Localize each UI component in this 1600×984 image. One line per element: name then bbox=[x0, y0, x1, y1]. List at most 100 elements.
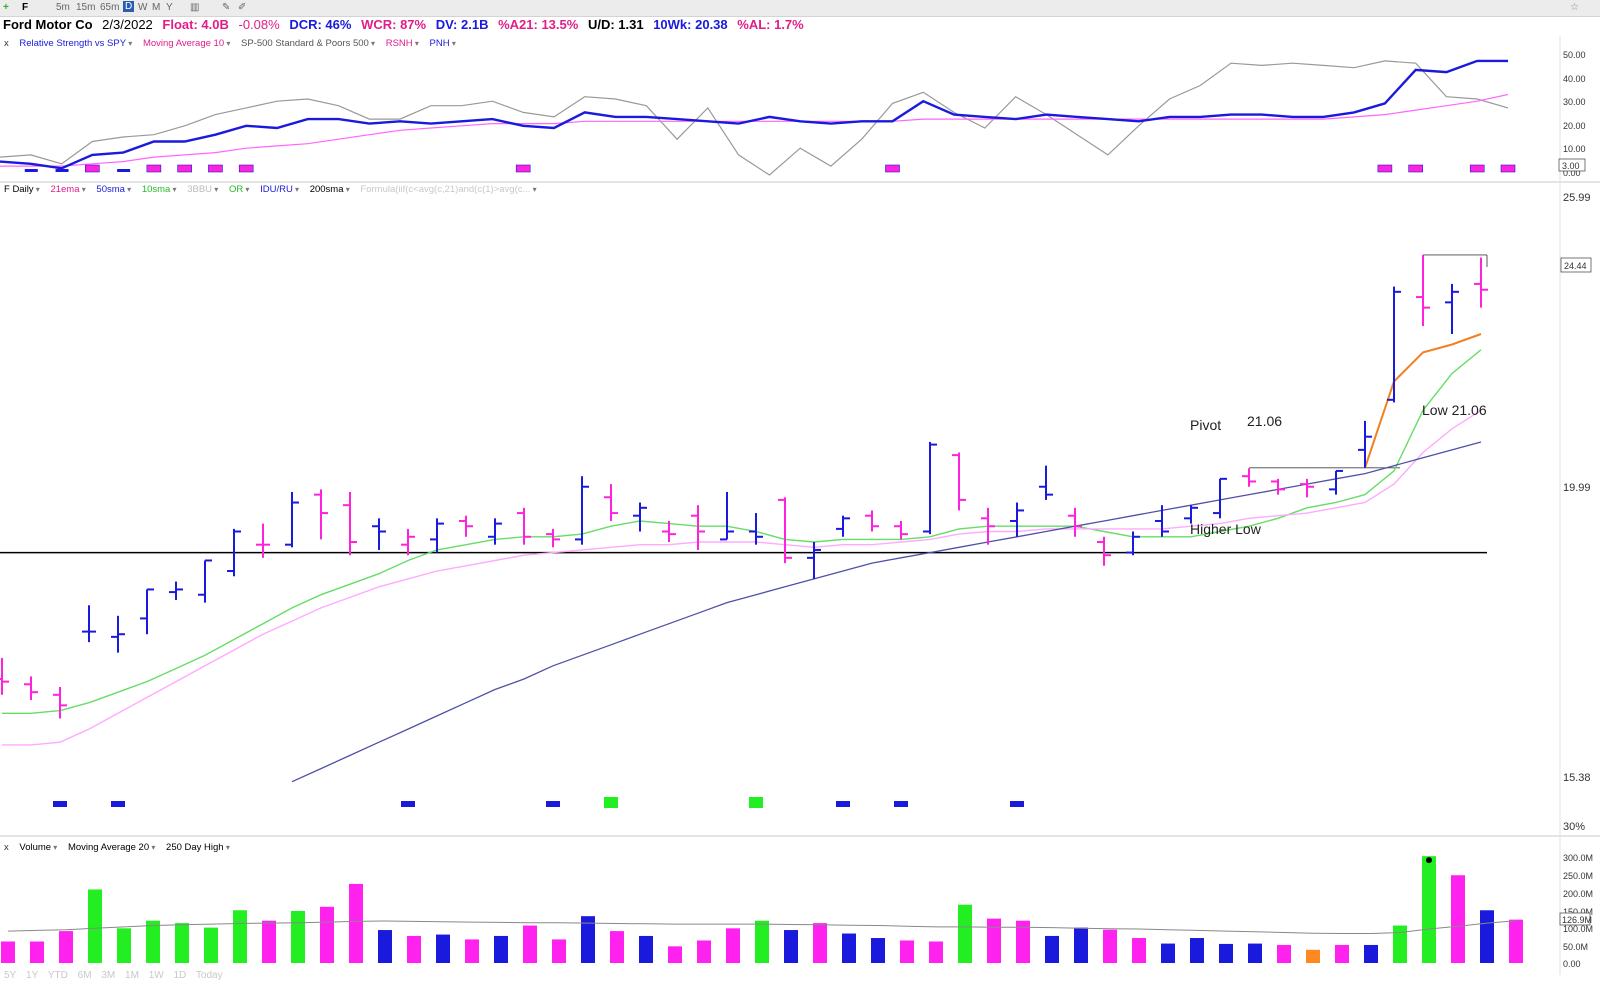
volume-bar bbox=[30, 941, 44, 963]
rs-ytick: 10.00 bbox=[1563, 144, 1586, 154]
volume-bar bbox=[726, 928, 740, 963]
wcr-stat: WCR: 87% bbox=[361, 17, 427, 32]
draw-tool-icon[interactable]: ✎ bbox=[222, 2, 231, 13]
rs-legend: x Relative Strength vs SPY Moving Averag… bbox=[4, 38, 464, 49]
volume-bar bbox=[175, 923, 189, 963]
range-5y[interactable]: 5Y bbox=[4, 970, 17, 981]
volume-bar bbox=[1, 941, 15, 963]
price-legend-formula[interactable]: Formula(iif(c<avg(c,21)and(c(1)>avg(c... bbox=[360, 184, 536, 195]
chart-type-icon[interactable]: ▥ bbox=[190, 2, 200, 13]
price-bar bbox=[749, 513, 763, 545]
toolbar: + F 5m 15m 65m D W M Y ▥ ✎ ✐ ☆ bbox=[0, 0, 1600, 17]
price-bar bbox=[198, 559, 212, 603]
volume-ytick: 100.0M bbox=[1563, 924, 1593, 934]
period-weekly[interactable]: W bbox=[138, 2, 148, 13]
volume-bar bbox=[1074, 927, 1088, 963]
period-65m[interactable]: 65m bbox=[100, 2, 120, 13]
volume-bar bbox=[697, 940, 711, 963]
price-bar bbox=[1010, 502, 1024, 537]
price-legend-200sma[interactable]: 200sma bbox=[310, 184, 350, 195]
rs-series-line bbox=[0, 59, 1508, 170]
price-bar bbox=[0, 657, 9, 695]
price-bar bbox=[894, 520, 908, 540]
price-legend-3bbu[interactable]: 3BBU bbox=[187, 184, 218, 195]
price-bar bbox=[807, 542, 821, 579]
rs-legend-pnh[interactable]: PNH bbox=[430, 38, 456, 49]
rs-legend-rsnh[interactable]: RSNH bbox=[386, 38, 419, 49]
period-monthly[interactable]: M bbox=[152, 2, 161, 13]
rs-legend-sp500[interactable]: SP-500 Standard & Poors 500 bbox=[241, 38, 375, 49]
period-yearly[interactable]: Y bbox=[166, 2, 173, 13]
rs-ytick: 50.00 bbox=[1563, 50, 1586, 60]
price-bar bbox=[633, 502, 647, 532]
price-legend-50sma[interactable]: 50sma bbox=[96, 184, 131, 195]
volume-bar bbox=[233, 910, 247, 963]
volume-ma-box bbox=[1559, 912, 1591, 926]
price-bar bbox=[517, 507, 531, 545]
price-bar bbox=[865, 510, 879, 532]
volume-bar bbox=[1306, 949, 1320, 963]
pivot-annotation: Pivot bbox=[1190, 417, 1221, 433]
price-bar bbox=[24, 676, 38, 701]
volume-ytick: 50.0M bbox=[1563, 942, 1588, 952]
pencil-icon[interactable]: ✐ bbox=[238, 2, 247, 13]
price-bar bbox=[720, 492, 734, 541]
rs-series-line bbox=[0, 93, 1509, 167]
price-bar bbox=[546, 528, 560, 548]
volume-bar bbox=[1335, 944, 1349, 963]
period-daily[interactable]: D bbox=[123, 1, 135, 12]
volume-bar bbox=[1393, 925, 1407, 963]
volume-bar bbox=[610, 931, 624, 963]
rs-close-button[interactable]: x bbox=[4, 38, 9, 49]
price-bar bbox=[1474, 257, 1488, 308]
rs-value-box bbox=[1558, 158, 1586, 172]
volume-bar bbox=[1045, 935, 1059, 963]
ma-line-200sma bbox=[291, 441, 1482, 783]
rs-marker-magenta bbox=[1408, 164, 1423, 173]
percent-label: 30% bbox=[1563, 821, 1585, 833]
range-6m[interactable]: 6M bbox=[77, 970, 92, 981]
volume-panel bbox=[1, 856, 1523, 963]
star-icon[interactable]: ☆ bbox=[1570, 2, 1579, 13]
period-15m[interactable]: 15m bbox=[76, 2, 96, 13]
volume-bar bbox=[494, 935, 508, 963]
period-5m[interactable]: 5m bbox=[56, 2, 70, 13]
price-bar bbox=[285, 492, 299, 548]
last-price-label: 24.44 bbox=[1564, 261, 1587, 271]
rs-legend-rs[interactable]: Relative Strength vs SPY bbox=[19, 38, 132, 49]
range-1m[interactable]: 1M bbox=[125, 970, 139, 981]
range-3m[interactable]: 3M bbox=[101, 970, 116, 981]
volume-bar bbox=[349, 883, 363, 963]
volume-bar bbox=[755, 920, 769, 963]
price-legend-symbol[interactable]: F Daily bbox=[4, 184, 40, 195]
price-legend-idu-ru[interactable]: IDU/RU bbox=[260, 184, 299, 195]
price-bar bbox=[430, 518, 444, 553]
range-1d[interactable]: 1D bbox=[173, 970, 187, 981]
price-bar bbox=[1039, 465, 1053, 500]
rs-legend-ma10[interactable]: Moving Average 10 bbox=[143, 38, 230, 49]
price-legend-21ema[interactable]: 21ema bbox=[50, 184, 85, 195]
price-bar bbox=[1097, 536, 1111, 566]
price-legend-or[interactable]: OR bbox=[229, 184, 250, 195]
rs-ytick: 40.00 bbox=[1563, 74, 1586, 84]
volume-legend-ma20[interactable]: Moving Average 20 bbox=[68, 842, 155, 853]
volume-bar bbox=[59, 931, 73, 963]
volume-close-button[interactable]: x bbox=[4, 842, 9, 853]
volume-legend-250dh[interactable]: 250 Day High bbox=[166, 842, 230, 853]
symbol-field[interactable]: F bbox=[22, 2, 29, 13]
volume-legend-volume[interactable]: Volume bbox=[19, 842, 57, 853]
range-1y[interactable]: 1Y bbox=[26, 970, 39, 981]
range-today[interactable]: Today bbox=[195, 970, 223, 981]
volume-bar bbox=[784, 930, 798, 963]
price-bar bbox=[140, 588, 154, 635]
volume-bar bbox=[1480, 910, 1494, 963]
volume-bar bbox=[1422, 856, 1436, 963]
price-bar bbox=[1271, 478, 1285, 495]
range-1w[interactable]: 1W bbox=[148, 970, 164, 981]
dv-stat: DV: 2.1B bbox=[435, 17, 489, 32]
price-legend-10sma[interactable]: 10sma bbox=[142, 184, 177, 195]
add-icon[interactable]: + bbox=[3, 2, 9, 13]
price-bar bbox=[488, 518, 502, 545]
range-ytd[interactable]: YTD bbox=[47, 970, 68, 981]
